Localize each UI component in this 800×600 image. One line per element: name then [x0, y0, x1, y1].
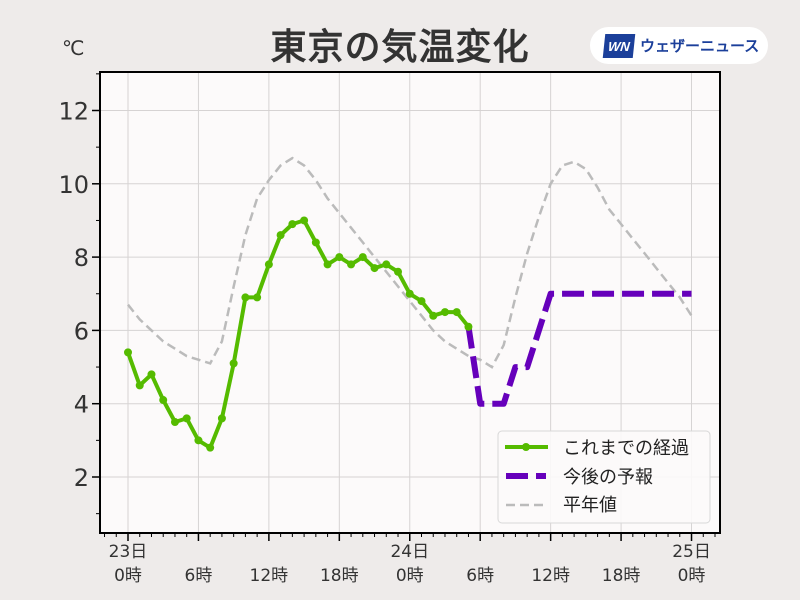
observed-point — [206, 443, 215, 452]
legend-normal-label: 平年値 — [563, 495, 617, 516]
observed-point — [347, 260, 356, 269]
observed-point — [170, 418, 179, 427]
logo-text: ウェザーニュース — [640, 37, 760, 55]
observed-point — [405, 289, 414, 298]
normal-series — [127, 156, 693, 369]
observed-point — [264, 260, 273, 269]
observed-point — [394, 267, 403, 276]
legend-forecast-label: 今後の予報 — [563, 467, 653, 488]
observed-point — [452, 308, 461, 317]
x-tick-date: 25日 — [672, 542, 711, 562]
weathernews-logo: WN ウェザーニュース — [590, 27, 768, 64]
observed-point — [135, 381, 144, 390]
observed-point — [311, 238, 320, 247]
observed-point — [335, 253, 344, 262]
legend-observed-label: これまでの経過 — [563, 438, 689, 459]
observed-point — [300, 216, 309, 225]
observed-point — [429, 311, 438, 320]
observed-point — [276, 231, 285, 240]
observed-point — [440, 308, 449, 317]
observed-point — [323, 260, 332, 269]
x-tick-hour: 0時 — [678, 566, 706, 586]
x-tick-hour: 6時 — [466, 566, 494, 586]
observed-point — [229, 359, 238, 368]
y-axis-unit: ℃ — [62, 36, 85, 60]
observed-point — [124, 348, 132, 357]
observed-point — [288, 220, 297, 229]
y-tick-label: 8 — [74, 244, 89, 272]
x-tick-hour: 0時 — [114, 566, 142, 586]
x-tick-hour: 12時 — [250, 566, 289, 586]
x-tick-hour: 12時 — [531, 566, 570, 586]
observed-point — [159, 396, 168, 405]
observed-point — [417, 297, 426, 306]
y-tick-label: 6 — [74, 317, 89, 345]
observed-point — [182, 414, 191, 423]
y-tick-label: 10 — [58, 171, 89, 199]
observed-point — [370, 264, 379, 273]
observed-point — [464, 322, 473, 331]
observed-point — [382, 260, 391, 269]
legend-box — [497, 430, 711, 524]
x-tick-hour: 6時 — [185, 566, 213, 586]
observed-point — [253, 293, 262, 302]
observed-point — [194, 436, 203, 445]
observed-point — [358, 253, 367, 262]
y-tick-label: 4 — [74, 391, 89, 419]
y-axis: 2 4 6 8 10 12 — [58, 73, 100, 515]
y-tick-label: 12 — [58, 98, 89, 126]
observed-point — [217, 414, 226, 423]
observed-point — [147, 370, 156, 379]
legend: これまでの経過 今後の予報 平年値 — [497, 430, 711, 524]
x-tick-date: 24日 — [390, 542, 429, 562]
x-tick-hour: 0時 — [396, 566, 424, 586]
observed-series — [124, 216, 473, 452]
grid-lines — [100, 72, 720, 533]
x-tick-date: 23日 — [109, 542, 148, 562]
chart-title: 東京の気温変化 — [270, 27, 530, 68]
observed-point — [241, 293, 250, 302]
legend-observed-marker — [522, 443, 530, 451]
forecast-series — [465, 290, 692, 407]
y-tick-label: 2 — [74, 464, 89, 492]
forecast-line — [465, 290, 692, 407]
x-tick-hour: 18時 — [602, 566, 641, 586]
x-axis: 23日 0時 6時 12時 18時 24日 0時 6時 12時 18時 25日 0時 — [104, 533, 716, 586]
x-tick-hour: 18時 — [320, 566, 359, 586]
normal-line — [127, 156, 693, 369]
